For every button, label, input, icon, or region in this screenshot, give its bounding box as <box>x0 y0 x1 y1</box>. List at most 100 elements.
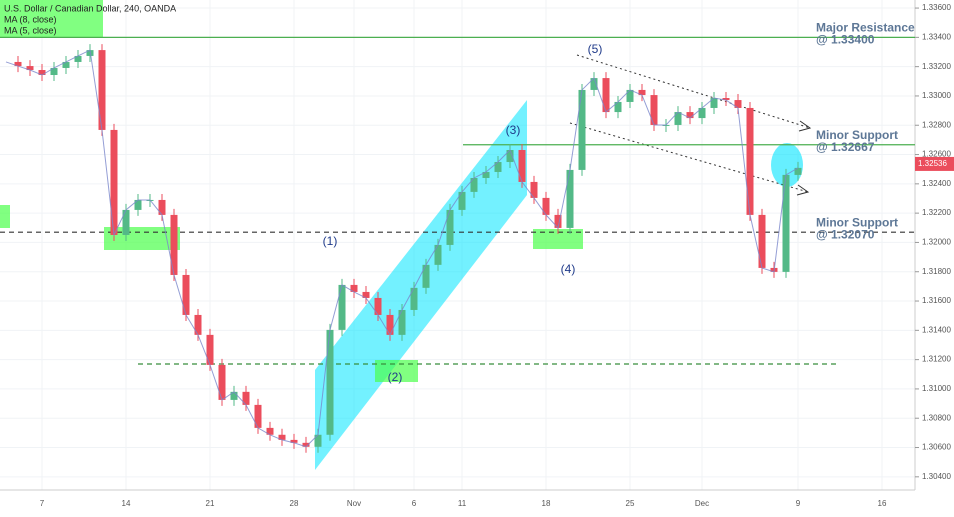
x-tick-label: 11 <box>458 499 467 508</box>
wave-label: (1) <box>323 234 338 248</box>
candle-body <box>182 274 190 315</box>
candle-body <box>650 95 658 125</box>
level-price-label: @ 1.33400 <box>816 33 875 47</box>
candle-body <box>254 404 262 428</box>
legend-entry: MA (5, close) <box>4 25 57 35</box>
candle-body <box>638 89 646 96</box>
wave-label: (3) <box>506 123 521 137</box>
candle-body <box>782 174 790 272</box>
y-tick-label: 1.31800 <box>922 267 951 276</box>
candle-body <box>794 167 802 175</box>
close-line <box>5 49 799 448</box>
candle-body <box>482 171 490 178</box>
level-label: Minor Support <box>816 215 898 229</box>
candle-body <box>734 100 742 108</box>
candle-body <box>290 439 298 443</box>
candle-body <box>398 309 406 335</box>
chart-title: U.S. Dollar / Canadian Dollar, 240, OAND… <box>4 3 176 13</box>
candle-body <box>698 107 706 119</box>
candle-body <box>50 67 58 76</box>
x-tick-label: Dec <box>695 499 709 508</box>
y-tick-label: 1.32600 <box>922 150 951 159</box>
y-tick-label: 1.32000 <box>922 238 951 247</box>
candle-body <box>758 214 766 268</box>
candle-body <box>122 209 130 235</box>
y-tick-label: 1.30600 <box>922 443 951 452</box>
candle-body <box>218 364 226 400</box>
candle-body <box>614 101 622 113</box>
candle-body <box>518 150 526 182</box>
highlight-box <box>533 229 583 249</box>
level-label: Major Resistance <box>816 21 915 35</box>
wave-label: (2) <box>388 370 403 384</box>
wave-label: (5) <box>588 42 603 56</box>
candle-body <box>62 61 70 68</box>
x-tick-label: 7 <box>40 499 45 508</box>
y-tick-label: 1.33200 <box>922 62 951 71</box>
candle-body <box>434 244 442 265</box>
y-tick-label: 1.31400 <box>922 325 951 334</box>
legend-entry: MA (8, close) <box>4 14 57 24</box>
channel-line <box>576 54 811 129</box>
x-tick-label: 18 <box>542 499 551 508</box>
candle-body <box>14 61 22 67</box>
candle-body <box>26 66 34 71</box>
candle-body <box>554 214 562 228</box>
level-label: Minor Support <box>816 128 898 142</box>
candle-body <box>326 329 334 435</box>
y-tick-label: 1.33600 <box>922 3 951 12</box>
candle-body <box>626 89 634 102</box>
x-tick-label: 9 <box>796 499 801 508</box>
candle-body <box>590 78 598 90</box>
candle-body <box>446 209 454 245</box>
candle-body <box>386 314 394 335</box>
candle-body <box>170 214 178 275</box>
x-tick-label: 16 <box>878 499 887 508</box>
candle-body <box>314 434 322 447</box>
candle-body <box>422 264 430 288</box>
arrow-head <box>796 184 810 196</box>
falling-channel <box>569 54 812 196</box>
x-tick-label: 21 <box>206 499 215 508</box>
candle-body <box>470 177 478 192</box>
y-tick-label: 1.33000 <box>922 91 951 100</box>
candle-body <box>542 197 550 215</box>
candle-body <box>206 334 214 365</box>
candle-body <box>194 314 202 335</box>
candle-body <box>338 284 346 330</box>
candle-body <box>242 391 250 405</box>
last-price-label: 1.32536 <box>918 159 947 168</box>
candle-body <box>686 112 694 119</box>
candle-body <box>566 169 574 228</box>
channel-line <box>569 122 809 193</box>
candle-body <box>74 55 82 62</box>
arrow-head <box>798 120 812 132</box>
candle-body <box>266 427 274 435</box>
highlight-box <box>0 205 10 228</box>
candle-body <box>350 284 358 292</box>
candle-body <box>530 181 538 198</box>
candle-body <box>134 199 142 210</box>
candle-body <box>278 434 286 440</box>
y-tick-label: 1.31000 <box>922 384 951 393</box>
y-tick-label: 1.30800 <box>922 413 951 422</box>
candle-body <box>494 162 502 172</box>
level-price-label: @ 1.32070 <box>816 227 875 241</box>
last-price-tag <box>915 156 954 171</box>
highlight-box <box>0 0 103 37</box>
y-tick-label: 1.31600 <box>922 296 951 305</box>
candle-body <box>746 107 754 215</box>
x-tick-label: 14 <box>122 499 131 508</box>
y-tick-label: 1.32400 <box>922 179 951 188</box>
candle-body <box>506 150 514 163</box>
candle-body <box>302 442 310 447</box>
candle-body <box>674 112 682 125</box>
x-tick-label: Nov <box>347 499 361 508</box>
y-tick-label: 1.33400 <box>922 32 951 41</box>
candle-body <box>374 297 382 315</box>
candle-body <box>38 70 46 76</box>
x-tick-label: 25 <box>626 499 635 508</box>
candle-body <box>722 98 730 101</box>
highlight-box <box>375 360 418 382</box>
